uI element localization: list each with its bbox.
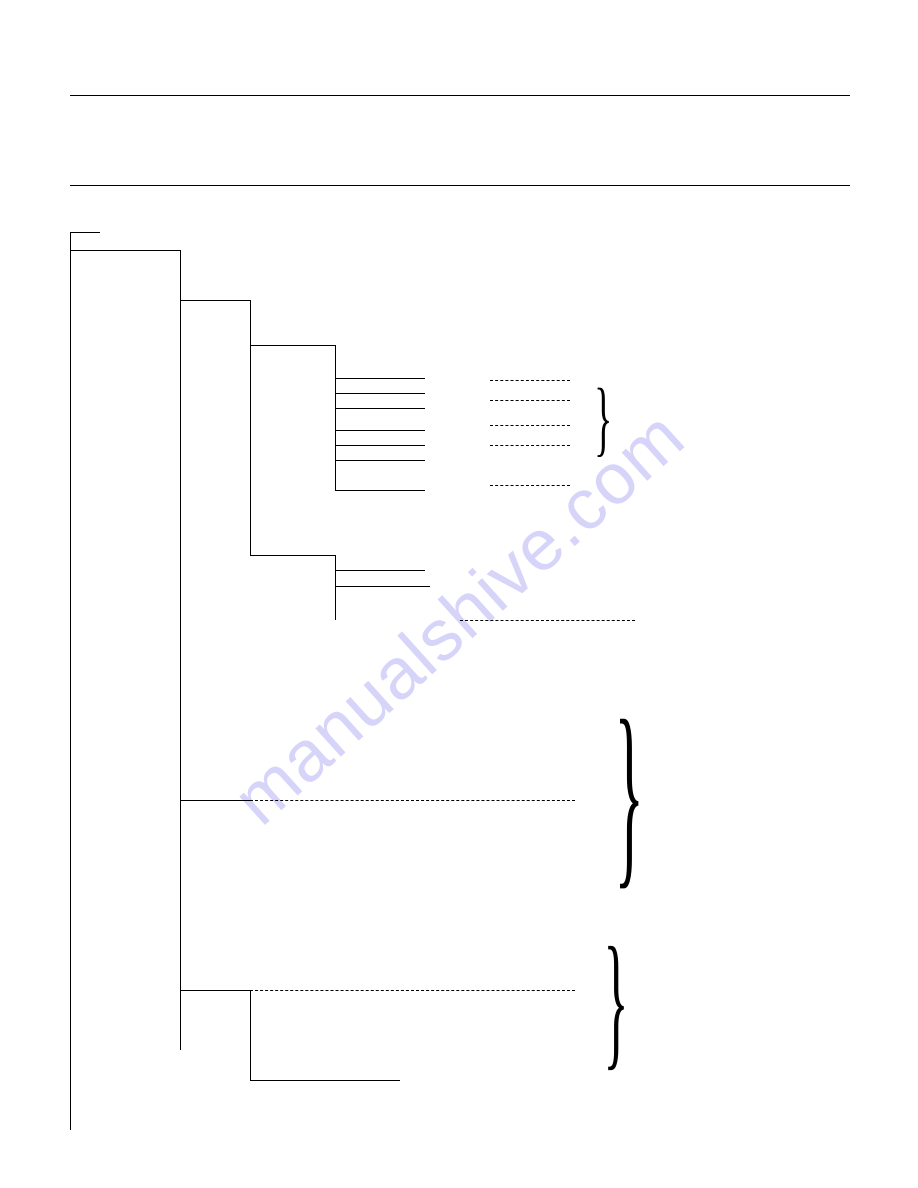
tree-connector-dashed [490, 485, 570, 486]
tree-leaf [335, 490, 425, 491]
tree-leaf [335, 460, 425, 461]
tree-branch [250, 555, 335, 556]
tree-leaf [335, 393, 425, 394]
tree-lvl3a-vertical [335, 345, 336, 490]
tree-connector-dashed [250, 800, 575, 801]
tree-root-vertical [70, 232, 71, 1130]
tree-branch [250, 345, 335, 346]
header-rule-1 [70, 95, 850, 96]
tree-root-stub [70, 232, 100, 233]
tree-connector-dashed [490, 380, 570, 381]
tree-leaf [335, 445, 425, 446]
tree-leaf [335, 586, 430, 587]
brace-icon: } [614, 690, 644, 895]
tree-connector-dashed [490, 400, 570, 401]
tree-connector-dashed [460, 620, 635, 621]
tree-leaf [335, 430, 425, 431]
tree-connector-dashed [490, 445, 570, 446]
brace-icon: } [594, 377, 612, 461]
tree-branch [180, 800, 250, 801]
page: manualshive.com } } } [0, 0, 918, 1188]
brace-icon: } [603, 925, 628, 1075]
tree-lvl2a-vertical [250, 300, 251, 555]
tree-leaf [335, 378, 425, 379]
tree-connector-dashed [250, 990, 575, 991]
tree-branch [70, 250, 180, 251]
tree-branch [180, 300, 250, 301]
tree-leaf [335, 570, 425, 571]
header-rule-2 [70, 185, 850, 186]
tree-leaf [250, 1080, 400, 1081]
tree-lvl3b-vertical [335, 555, 336, 620]
tree-leaf [335, 408, 425, 409]
tree-lvl1-vertical [180, 250, 181, 1050]
tree-connector-dashed [490, 425, 570, 426]
tree-branch [180, 990, 250, 991]
tree-lvl2b-vertical [250, 990, 251, 1080]
